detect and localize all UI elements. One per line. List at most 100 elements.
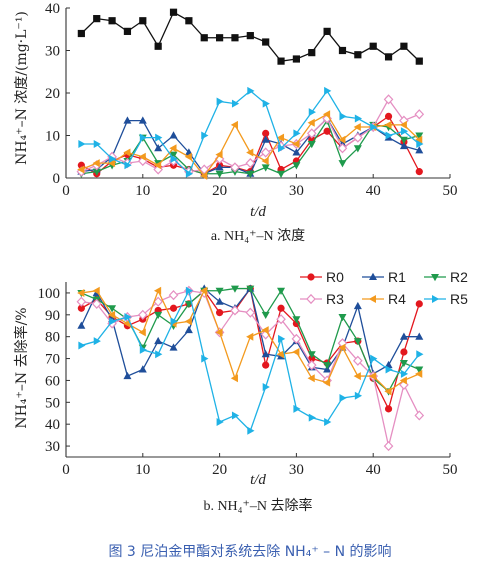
series-R5-point bbox=[278, 144, 286, 153]
x-tick-label: 40 bbox=[366, 462, 381, 478]
series-R4-point bbox=[107, 310, 116, 319]
series-R4-point bbox=[107, 159, 116, 168]
series-R0-point bbox=[262, 361, 270, 369]
series-R5-point bbox=[216, 97, 224, 106]
series-R1-point bbox=[184, 325, 193, 334]
series-R2-point bbox=[277, 170, 286, 178]
series-R2-point bbox=[415, 132, 424, 140]
chart-a-series bbox=[76, 8, 425, 180]
x-tick-label: 40 bbox=[366, 183, 381, 199]
series-R5-point bbox=[185, 286, 194, 295]
series-R5-point bbox=[293, 404, 301, 413]
y-tick-label: 30 bbox=[45, 44, 60, 60]
series-R1-point bbox=[261, 349, 270, 358]
series-R4-point bbox=[276, 350, 285, 359]
series-R4-point bbox=[261, 326, 269, 335]
series-R5-point bbox=[416, 140, 424, 148]
series-R2-point bbox=[353, 145, 362, 153]
series-R0-point bbox=[277, 304, 285, 312]
series-R5-point bbox=[339, 112, 347, 121]
chart-b-axes: 0 10 20 30 40 50 30 40 50 60 70 80 90 100 bbox=[38, 282, 458, 478]
series-R4-point bbox=[153, 286, 162, 295]
series-R4-point bbox=[215, 150, 223, 159]
series-inflow-point bbox=[216, 34, 224, 42]
x-tick-label: 20 bbox=[212, 462, 227, 478]
legend-swatch-marker bbox=[369, 272, 377, 280]
series-R2-point bbox=[184, 300, 193, 309]
series-R0-point bbox=[169, 304, 178, 312]
series-R2-point bbox=[215, 170, 224, 178]
series-R5-point bbox=[185, 169, 194, 178]
series-R5-point bbox=[370, 123, 378, 131]
series-R2-point bbox=[215, 287, 224, 295]
series-R3-point bbox=[153, 296, 163, 307]
series-R3-point bbox=[306, 360, 317, 371]
series-R3-point bbox=[291, 333, 302, 344]
y-tick-label: 60 bbox=[45, 373, 60, 389]
series-R4-point bbox=[322, 110, 331, 119]
series-R2-point bbox=[292, 162, 301, 170]
series-R5-point bbox=[324, 86, 332, 95]
series-R2-point bbox=[399, 136, 408, 144]
series-R1-point bbox=[215, 297, 224, 305]
series-R4-point bbox=[292, 348, 300, 356]
series-R5-point bbox=[155, 133, 163, 142]
series-R3-point bbox=[414, 109, 425, 120]
series-R3-point bbox=[306, 128, 317, 139]
series-R5-point bbox=[400, 127, 409, 136]
series-R1-point bbox=[292, 148, 301, 156]
legend-label: R5 bbox=[450, 291, 468, 307]
series-R3-point bbox=[91, 298, 102, 309]
series-R5-point bbox=[308, 413, 316, 422]
legend-entry-R1: R1 bbox=[362, 269, 406, 285]
series-R5-point bbox=[262, 383, 270, 391]
series-R1-point bbox=[399, 332, 408, 340]
series-R5-point bbox=[247, 426, 255, 435]
series-inflow-point bbox=[400, 42, 408, 50]
series-R2-point bbox=[307, 351, 316, 359]
series-R5-point bbox=[370, 354, 378, 363]
series-R3-point bbox=[383, 94, 394, 105]
series-R2-point bbox=[246, 285, 255, 293]
series-R4-point bbox=[138, 328, 146, 337]
series-R2-point bbox=[399, 359, 408, 368]
series-R5-point bbox=[247, 86, 255, 95]
series-inflow-point bbox=[323, 27, 331, 35]
series-R4-point bbox=[384, 387, 392, 396]
y-tick-label: 0 bbox=[53, 171, 61, 187]
series-R5-point bbox=[109, 317, 117, 326]
series-R0-point bbox=[415, 300, 423, 308]
y-tick-label: 90 bbox=[45, 308, 60, 324]
series-R4-point bbox=[200, 171, 208, 180]
series-inflow-point bbox=[169, 8, 178, 16]
series-inflow-point bbox=[292, 55, 300, 63]
series-R3-point bbox=[168, 290, 179, 301]
x-tick-label: 20 bbox=[212, 183, 227, 199]
series-R5-point bbox=[78, 140, 86, 148]
series-R2-point bbox=[353, 338, 362, 346]
series-R4-point bbox=[246, 332, 254, 341]
series-R4-point bbox=[230, 120, 238, 129]
chart-a-axes: 0 10 20 30 40 50 0 10 20 30 40 bbox=[45, 1, 458, 199]
series-inflow bbox=[77, 8, 423, 65]
y-tick-label: 30 bbox=[45, 439, 60, 455]
series-R4-point bbox=[415, 369, 423, 378]
series-R5-point bbox=[385, 131, 393, 140]
legend-entry-R0: R0 bbox=[300, 269, 344, 285]
series-R3-point bbox=[414, 410, 425, 421]
y-tick-label: 40 bbox=[45, 1, 60, 17]
series-R4-point bbox=[307, 118, 315, 127]
series-R5-point bbox=[170, 317, 178, 326]
chart-b-ylabel: NH₄⁺–N 去除率/% bbox=[13, 307, 30, 428]
series-R4-point bbox=[184, 317, 192, 326]
series-R4-point bbox=[369, 372, 377, 381]
series-R5-point bbox=[324, 418, 332, 426]
chart-a-ylabel: NH₄⁺–N 浓度/(mg·L⁻¹) bbox=[14, 11, 30, 165]
x-tick-label: 10 bbox=[135, 183, 150, 199]
series-R5-point bbox=[262, 99, 270, 108]
series-inflow-point bbox=[93, 15, 101, 23]
series-R2-point bbox=[108, 305, 117, 313]
